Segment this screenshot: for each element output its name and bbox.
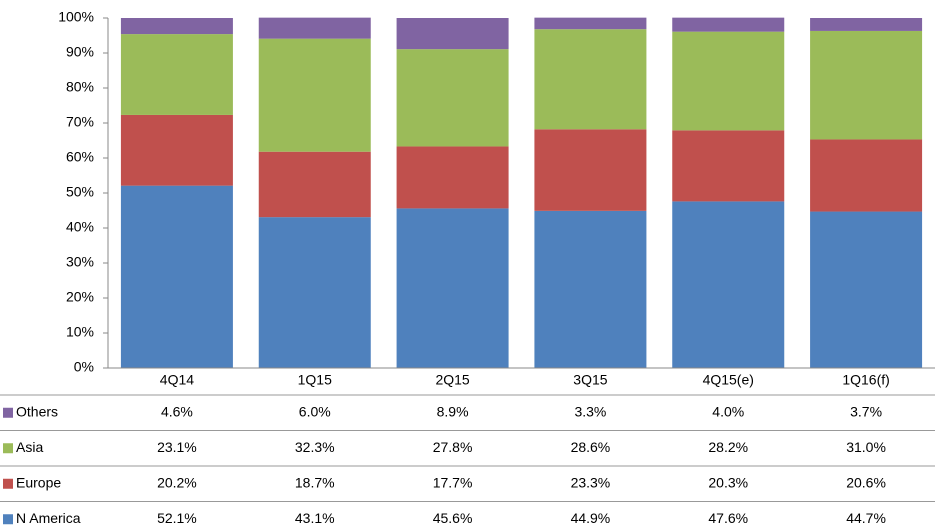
bar-segment [810,18,923,31]
bar-segment [396,208,509,368]
legend-swatch [3,478,13,489]
value-label: 18.7% [295,474,335,490]
bar-segment [258,151,371,218]
value-label: 32.3% [295,439,335,455]
value-label: 6.0% [299,403,331,419]
bar-segment [534,129,647,211]
legend-swatch [3,443,13,454]
value-label: 3.7% [850,403,882,419]
y-tick-label: 90% [66,44,94,60]
bar-segment [396,49,509,147]
legend-label: N America [16,510,81,526]
value-label: 45.6% [433,510,473,526]
value-label: 27.8% [433,439,473,455]
value-label: 4.6% [161,403,193,419]
legend-label: Asia [16,439,43,455]
value-label: 4.0% [712,403,744,419]
bar-segment [810,30,923,140]
bar-segment [120,185,233,368]
value-label: 20.6% [846,474,886,490]
legend-label: Europe [16,474,61,490]
value-label: 28.6% [571,439,611,455]
x-tick-label: 3Q15 [573,372,607,388]
value-label: 47.6% [708,510,748,526]
x-tick-label: 1Q16(f) [842,372,889,388]
y-tick-label: 0% [74,359,94,375]
bar-segment [258,17,371,39]
y-tick-label: 70% [66,114,94,130]
legend-label: Others [16,403,58,419]
value-label: 20.3% [708,474,748,490]
y-tick-label: 60% [66,149,94,165]
bar-segment [534,17,647,30]
value-label: 52.1% [157,510,197,526]
bar-segment [396,146,509,209]
bar-segment [672,17,785,32]
value-label: 28.2% [708,439,748,455]
bar-segment [810,139,923,212]
y-tick-label: 80% [66,79,94,95]
x-tick-label: 4Q14 [160,372,194,388]
y-tick-label: 20% [66,289,94,305]
bar-segment [672,31,785,131]
y-tick-label: 40% [66,219,94,235]
y-tick-label: 10% [66,324,94,340]
legend-swatch [3,407,13,418]
bar-segment [810,211,923,368]
bar-segment [534,210,647,368]
bar-segment [672,201,785,368]
value-label: 43.1% [295,510,335,526]
bar-segment [120,18,233,35]
legend-swatch [3,514,13,525]
value-label: 44.9% [571,510,611,526]
value-label: 31.0% [846,439,886,455]
bar-segment [120,114,233,186]
bar-segment [120,34,233,115]
x-tick-label: 2Q15 [435,372,469,388]
value-label: 17.7% [433,474,473,490]
bar-segment [534,29,647,130]
value-label: 23.1% [157,439,197,455]
bar-segment [672,130,785,202]
bar-segment [258,38,371,152]
value-label: 44.7% [846,510,886,526]
value-label: 8.9% [437,403,469,419]
x-tick-label: 1Q15 [298,372,332,388]
y-tick-label: 30% [66,254,94,270]
bar-segment [396,18,509,50]
x-tick-label: 4Q15(e) [703,372,754,388]
y-tick-label: 50% [66,184,94,200]
y-tick-label: 100% [58,9,94,25]
value-label: 23.3% [571,474,611,490]
bar-segment [258,217,371,368]
value-label: 3.3% [574,403,606,419]
value-label: 20.2% [157,474,197,490]
